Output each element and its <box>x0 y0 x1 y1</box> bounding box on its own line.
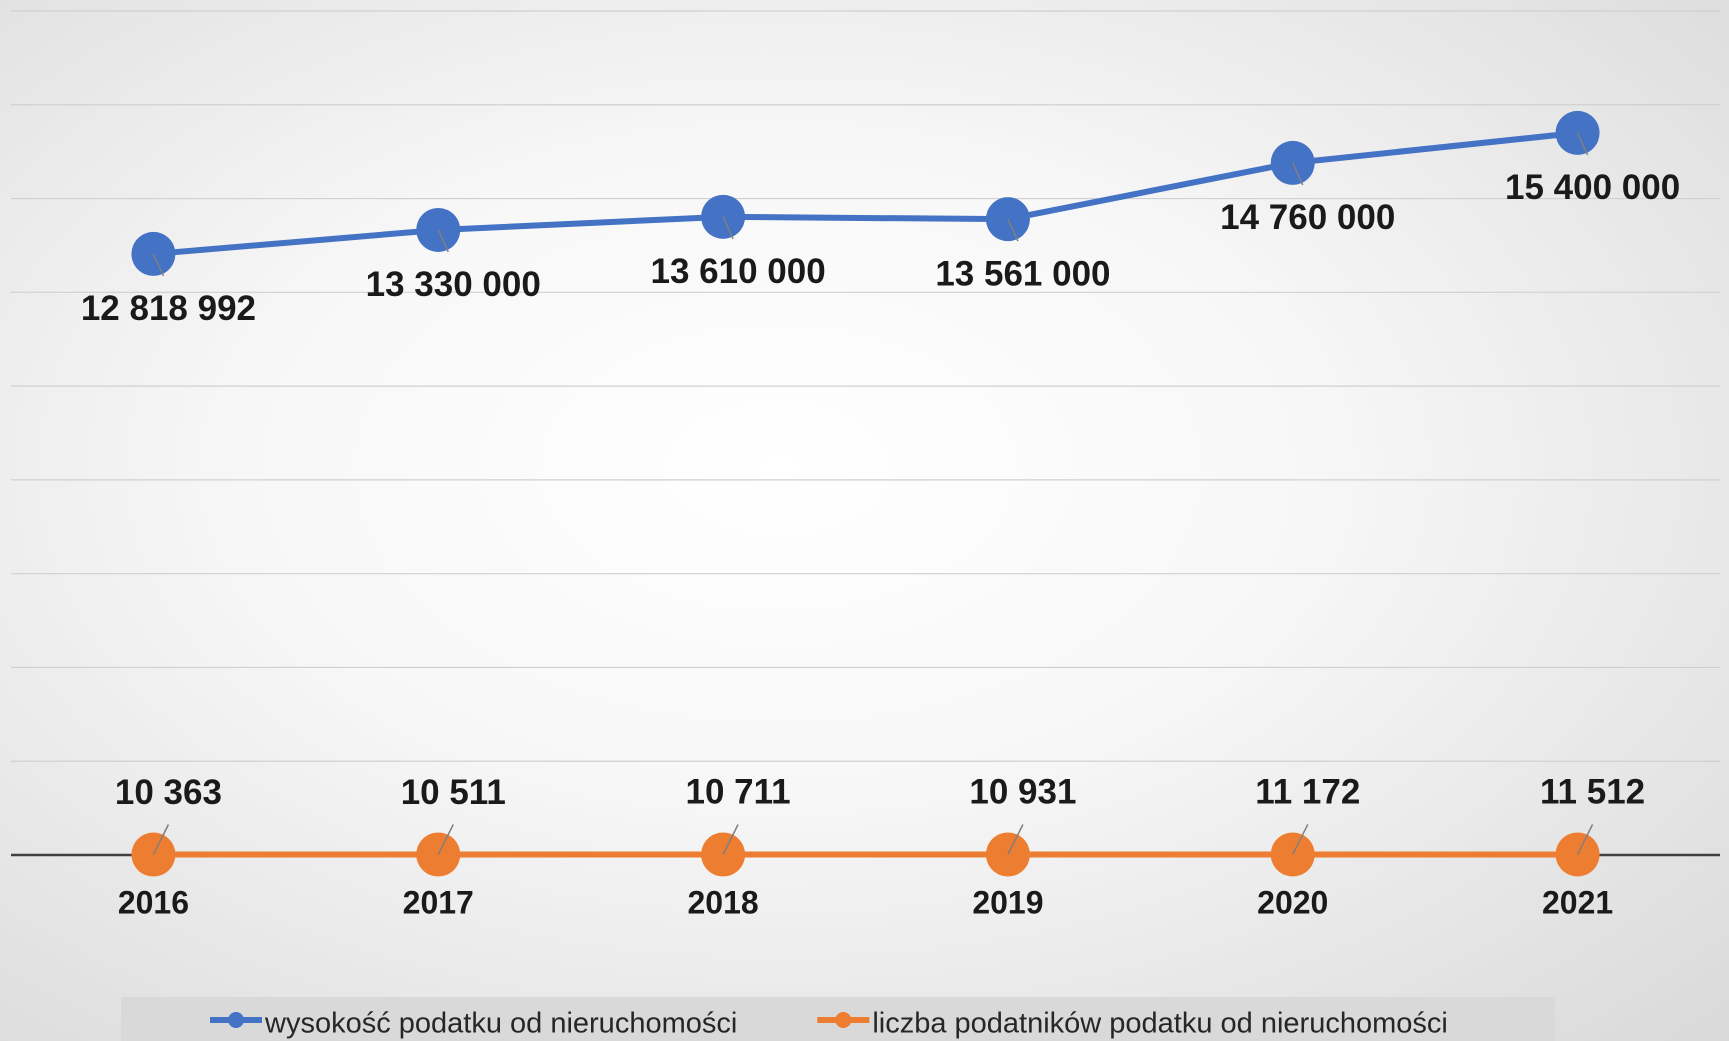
data-label: 11 512 <box>1540 773 1645 812</box>
data-label: 10 931 <box>969 773 1076 812</box>
data-label: 12 818 992 <box>81 289 256 328</box>
leader-line <box>1576 824 1594 855</box>
x-tick-label: 2019 <box>972 884 1043 920</box>
data-label: 10 711 <box>686 773 791 812</box>
data-label: 13 561 000 <box>935 254 1110 293</box>
x-tick-label: 2018 <box>687 884 758 920</box>
data-label: 13 610 000 <box>650 252 825 291</box>
legend-label: liczba podatników podatku od nieruchomoś… <box>872 1008 1448 1040</box>
data-label: 10 363 <box>115 773 222 812</box>
line-series <box>153 129 1578 257</box>
leader-line <box>1007 218 1019 242</box>
leader-line <box>437 229 449 253</box>
x-tick-label: 2017 <box>403 884 474 920</box>
data-label: 11 172 <box>1255 773 1360 812</box>
x-tick-label: 2020 <box>1257 884 1328 920</box>
x-tick-label: 2016 <box>118 884 189 920</box>
legend-marker <box>228 1012 244 1028</box>
leader-line <box>722 216 734 240</box>
legend-marker <box>835 1012 852 1028</box>
data-label: 10 511 <box>401 773 506 812</box>
data-label: 14 760 000 <box>1220 198 1395 237</box>
leader-line <box>1292 824 1309 855</box>
leader-line <box>1007 824 1024 855</box>
legend-label: wysokość podatku od nieruchomości <box>264 1008 737 1040</box>
leader-line <box>152 824 170 855</box>
data-label: 13 330 000 <box>366 265 541 304</box>
leader-line <box>1576 132 1589 156</box>
leader-line <box>1292 162 1304 186</box>
leader-line <box>437 824 454 855</box>
leader-line <box>152 253 165 277</box>
x-tick-label: 2021 <box>1542 884 1613 920</box>
leader-line <box>722 824 739 855</box>
data-label: 15 400 000 <box>1505 168 1680 207</box>
